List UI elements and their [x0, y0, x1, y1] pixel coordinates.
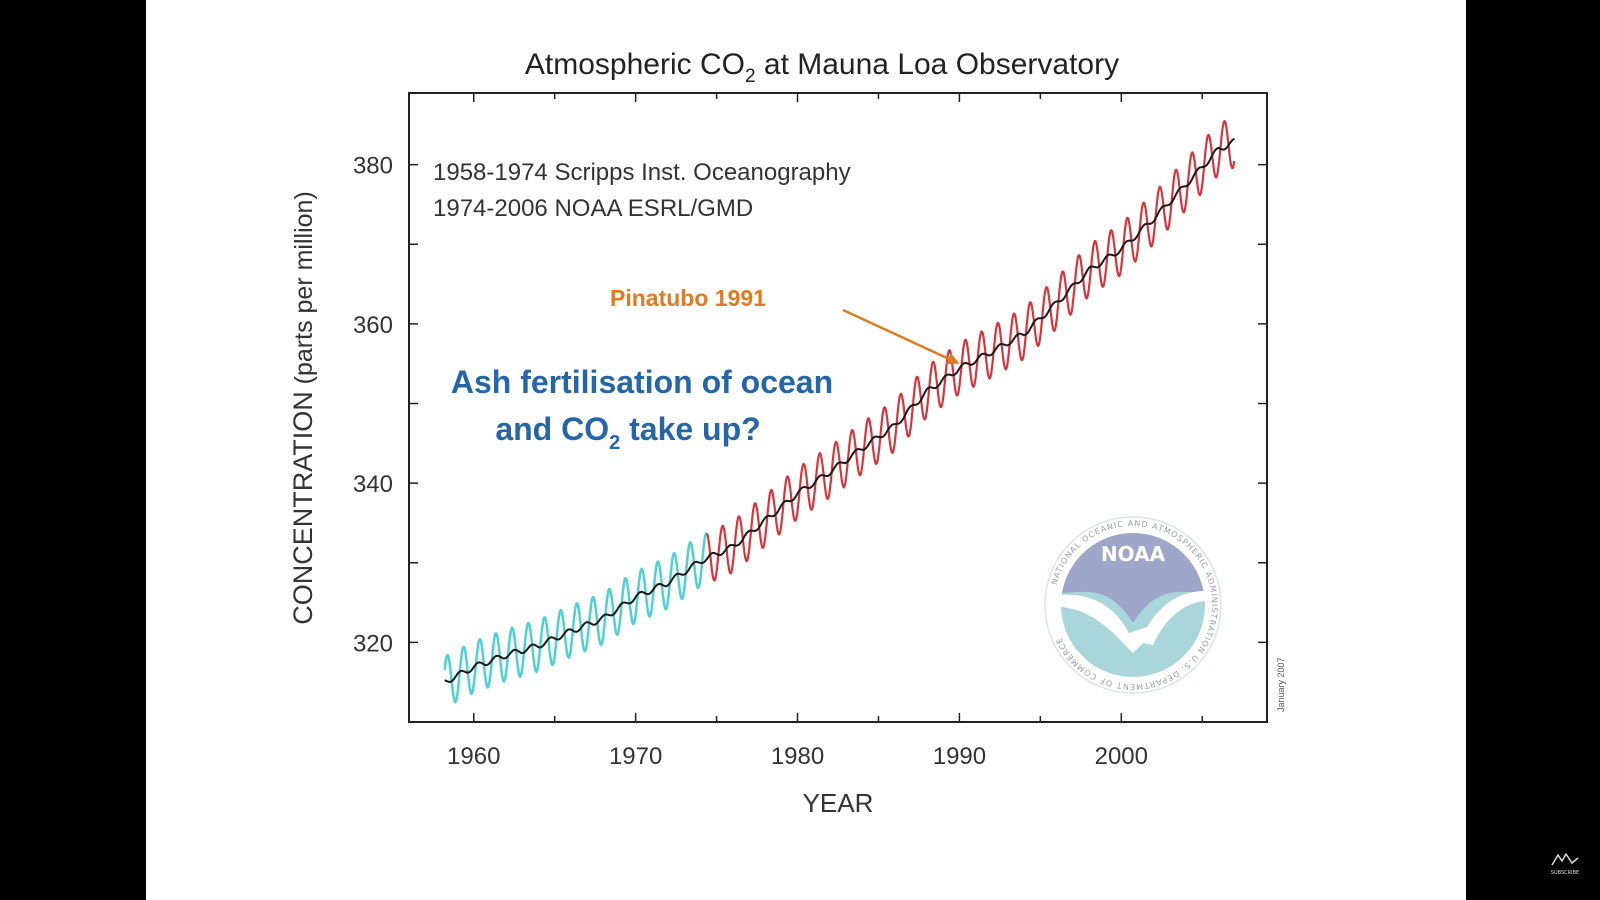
x-tick-label: 1980: [771, 743, 824, 770]
y-axis-label: CONCENTRATION (parts per million): [288, 191, 318, 625]
legend-scripps: 1958-1974 Scripps Inst. Oceanography: [433, 159, 851, 186]
y-tick-label: 360: [353, 312, 393, 339]
y-tick-label: 340: [353, 471, 393, 498]
logo-bird: [1061, 591, 1205, 653]
tick-labels: 1960 1970 1980 1990 2000 320 340 360 380: [353, 153, 1148, 770]
legend-noaa: 1974-2006 NOAA ESRL/GMD: [433, 195, 753, 222]
series-scripps-line: [443, 531, 708, 704]
chart-title: Atmospheric CO2 at Mauna Loa Observatory: [525, 48, 1119, 87]
question-line-2: and CO2 take up?: [495, 411, 760, 454]
x-axis-label: YEAR: [803, 788, 874, 818]
subscribe-badge[interactable]: SUBSCRIBE: [1548, 852, 1582, 878]
logo-text: NOAA: [1101, 542, 1166, 566]
plot-frame: [408, 92, 1268, 723]
x-tick-label: 2000: [1095, 743, 1148, 770]
pinatubo-arrowhead: [946, 353, 960, 365]
x-tick-label: 1960: [447, 743, 500, 770]
subscribe-icon: [1551, 852, 1579, 866]
date-stamp: January 2007: [1276, 657, 1286, 712]
pinatubo-arrow: [842, 308, 950, 360]
subscribe-label: SUBSCRIBE: [1550, 870, 1580, 876]
series-annual-mean-line: [444, 137, 1235, 683]
logo-upper-field: [1061, 533, 1205, 623]
axis-ticks: [409, 93, 1267, 722]
series-noaa-line: [705, 119, 1236, 582]
y-tick-label: 380: [353, 153, 393, 180]
slide: Atmospheric CO2 at Mauna Loa Observatory…: [146, 0, 1466, 900]
x-tick-label: 1970: [609, 743, 662, 770]
y-tick-label: 320: [353, 630, 393, 657]
noaa-logo: NOAA NATIONAL OCEANIC AND ATMOSPHERIC AD…: [1044, 516, 1222, 694]
question-line-1: Ash fertilisation of ocean: [451, 364, 833, 400]
pinatubo-label: Pinatubo 1991: [610, 285, 766, 311]
chart: Atmospheric CO2 at Mauna Loa Observatory…: [288, 48, 1286, 818]
x-tick-label: 1990: [933, 743, 986, 770]
